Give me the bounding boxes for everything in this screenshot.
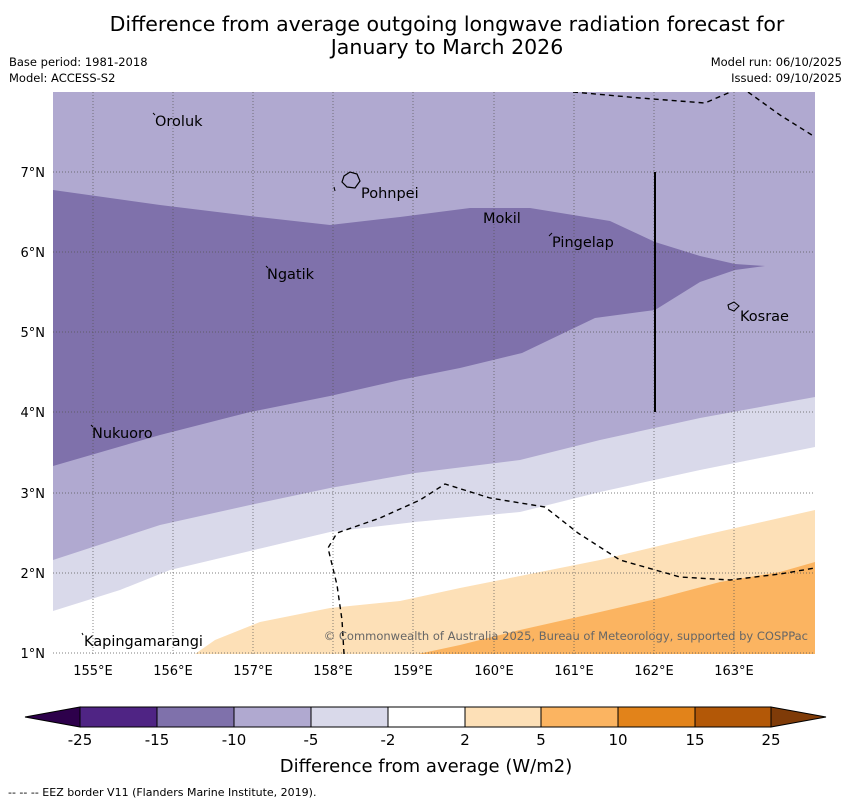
eez-border-north bbox=[572, 92, 815, 138]
colorbar-label: 15 bbox=[685, 731, 704, 749]
place-pingelap: Pingelap bbox=[552, 235, 614, 251]
lat-tick: 1°N bbox=[21, 647, 46, 662]
pohnpei-island bbox=[341, 171, 361, 189]
title-line-2: January to March 2026 bbox=[330, 35, 564, 59]
lat-axis: 7°N 6°N 5°N 4°N 3°N 2°N 1°N bbox=[21, 166, 46, 662]
lon-tick: 161°E bbox=[554, 664, 594, 679]
place-ngatik: Ngatik bbox=[267, 267, 315, 283]
place-nukuoro: Nukuoro bbox=[92, 426, 153, 442]
colorbar-segment bbox=[387, 706, 466, 728]
colorbar-extend-high bbox=[770, 706, 827, 728]
colorbar-segment bbox=[310, 706, 389, 728]
lon-tick: 158°E bbox=[313, 664, 353, 679]
colorbar-label: 5 bbox=[536, 731, 546, 749]
map-plot-area: Oroluk Pohnpei Mokil Pingelap Ngatik Kos… bbox=[53, 92, 815, 654]
lon-tick: 155°E bbox=[73, 664, 113, 679]
lon-tick: 163°E bbox=[714, 664, 754, 679]
graticule bbox=[53, 92, 815, 654]
place-kapingamarangi: Kapingamarangi bbox=[84, 634, 203, 650]
colorbar-label: 2 bbox=[460, 731, 470, 749]
eez-border-south bbox=[327, 483, 815, 654]
title-line-1: Difference from average outgoing longwav… bbox=[109, 12, 785, 36]
colorbar-segment bbox=[464, 706, 542, 728]
colorbar bbox=[24, 706, 827, 728]
lon-tick: 159°E bbox=[393, 664, 433, 679]
base-period: Base period: 1981-2018 bbox=[9, 55, 148, 69]
lat-tick: 7°N bbox=[21, 166, 46, 181]
model-name: Model: ACCESS-S2 bbox=[9, 71, 116, 85]
lon-tick: 156°E bbox=[153, 664, 193, 679]
colorbar-segment bbox=[540, 706, 619, 728]
colorbar-labels: -25 -15 -10 -5 -2 2 5 10 15 25 bbox=[68, 731, 781, 749]
colorbar-label: 10 bbox=[608, 731, 627, 749]
chart-title: Difference from average outgoing longwav… bbox=[0, 13, 850, 59]
lat-tick: 3°N bbox=[21, 487, 46, 502]
model-run: Model run: 06/10/2025 bbox=[710, 55, 842, 69]
meta-right: Model run: 06/10/2025 Issued: 09/10/2025 bbox=[711, 54, 842, 86]
lat-tick: 5°N bbox=[21, 326, 46, 341]
colorbar-label: -2 bbox=[381, 731, 396, 749]
colorbar-segment bbox=[233, 706, 312, 728]
lat-tick: 2°N bbox=[21, 567, 46, 582]
eez-borders bbox=[327, 92, 815, 654]
colorbar-label: -25 bbox=[68, 731, 93, 749]
lon-tick: 162°E bbox=[634, 664, 674, 679]
colorbar-label: -5 bbox=[304, 731, 319, 749]
lat-tick: 6°N bbox=[21, 246, 46, 261]
colorbar-title: Difference from average (W/m2) bbox=[280, 756, 572, 777]
field-purple bbox=[53, 190, 765, 466]
eez-footnote: -- -- -- EEZ border V11 (Flanders Marine… bbox=[8, 786, 317, 799]
place-oroluk: Oroluk bbox=[155, 114, 203, 130]
colorbar-segment bbox=[156, 706, 235, 728]
place-pohnpei: Pohnpei bbox=[361, 186, 419, 202]
place-kosrae: Kosrae bbox=[740, 309, 789, 325]
lon-tick: 157°E bbox=[233, 664, 273, 679]
colorbar-extend-low bbox=[24, 706, 81, 728]
place-mokil: Mokil bbox=[483, 211, 521, 227]
colorbar-segment bbox=[617, 706, 696, 728]
lon-tick: 160°E bbox=[474, 664, 514, 679]
colorbar-label: -10 bbox=[222, 731, 247, 749]
atoll-marks bbox=[81, 112, 553, 636]
lat-tick: 4°N bbox=[21, 406, 46, 421]
meta-left: Base period: 1981-2018 Model: ACCESS-S2 bbox=[9, 54, 148, 86]
colorbar-label: 25 bbox=[761, 731, 780, 749]
colorbar-label: -15 bbox=[145, 731, 170, 749]
copyright-notice: © Commonwealth of Australia 2025, Bureau… bbox=[324, 629, 808, 643]
field-orange bbox=[418, 562, 815, 654]
issued-date: Issued: 09/10/2025 bbox=[731, 71, 842, 85]
colorbar-segment bbox=[79, 706, 158, 728]
kosrae-island bbox=[727, 301, 740, 312]
lon-axis: 155°E 156°E 157°E 158°E 159°E 160°E 161°… bbox=[73, 664, 754, 679]
colorbar-segment bbox=[694, 706, 772, 728]
